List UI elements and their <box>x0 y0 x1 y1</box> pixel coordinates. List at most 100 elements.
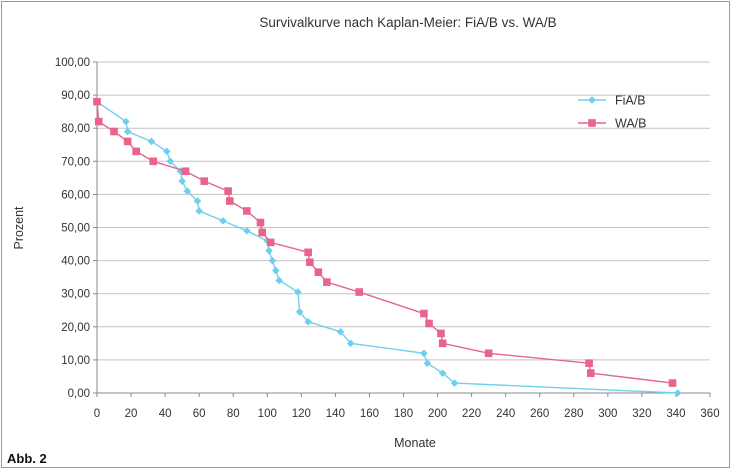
data-point-fia-b <box>304 318 312 326</box>
data-point-fia-b <box>122 117 130 126</box>
y-tick-label: 70,00 <box>61 156 90 168</box>
x-tick-label: 100 <box>258 408 277 420</box>
data-point-fia-b <box>268 256 277 265</box>
x-tick-label: 180 <box>394 408 413 420</box>
data-point-fia-b <box>420 349 428 358</box>
data-point-fia-b <box>243 227 251 235</box>
data-point-fia-b <box>193 197 202 205</box>
data-point-fia-b <box>195 207 203 215</box>
data-point-fia-b <box>438 369 447 377</box>
x-tick-label: 240 <box>496 408 515 420</box>
y-tick-label: 50,00 <box>61 223 90 235</box>
y-tick-label: 100,00 <box>55 57 90 69</box>
data-point-fia-b <box>346 339 355 348</box>
x-tick-label: 220 <box>462 408 481 420</box>
data-point-wa-b <box>304 248 312 257</box>
data-point-fia-b <box>183 187 192 195</box>
data-point-wa-b <box>587 369 595 377</box>
series-line-wa-b <box>96 101 673 384</box>
series-wa-b <box>93 97 677 387</box>
y-tick-label: 40,00 <box>61 256 90 268</box>
y-tick-label: 10,00 <box>61 355 90 367</box>
data-point-fia-b <box>265 246 273 255</box>
data-point-fia-b <box>219 217 227 225</box>
data-point-wa-b <box>132 147 140 156</box>
data-point-fia-b <box>166 157 175 166</box>
data-point-wa-b <box>425 319 433 328</box>
data-point-wa-b <box>355 288 364 296</box>
data-point-fia-b <box>673 389 682 397</box>
data-point-wa-b <box>314 268 323 276</box>
data-point-fia-b <box>271 266 280 275</box>
y-tick-label: 80,00 <box>61 123 90 135</box>
x-tick-label: 300 <box>598 408 617 420</box>
data-point-wa-b <box>585 359 593 368</box>
legend-label: WA/B <box>615 117 646 131</box>
chart-title: Survivalkurve nach Kaplan-Meier: FiA/B v… <box>259 15 556 30</box>
y-tick-label: 20,00 <box>61 322 90 334</box>
x-tick-label: 0 <box>94 408 100 420</box>
data-point-fia-b <box>294 288 302 296</box>
data-point-fia-b <box>178 177 186 185</box>
data-point-wa-b <box>226 197 234 205</box>
data-point-wa-b <box>437 329 445 338</box>
data-point-fia-b <box>450 379 459 387</box>
x-tick-label: 340 <box>666 408 685 420</box>
y-tick-label: 0,00 <box>68 388 90 400</box>
series-line-fia-b <box>96 101 678 394</box>
series-fia-b <box>93 97 682 397</box>
x-tick-label: 20 <box>125 408 138 420</box>
data-point-wa-b <box>243 207 251 215</box>
data-point-fia-b <box>123 127 132 136</box>
series-layer <box>93 97 682 397</box>
x-tick-label: 360 <box>700 408 719 420</box>
data-point-fia-b <box>295 308 304 316</box>
y-axis-ticks: 0,00 10,00 20,00 30,00 40,00 50,00 60,00 70,00 8… <box>55 57 97 400</box>
data-point-wa-b <box>438 339 447 348</box>
data-point-fia-b <box>176 167 185 176</box>
data-point-fia-b <box>163 147 171 156</box>
data-point-wa-b <box>110 127 118 136</box>
y-tick-label: 60,00 <box>61 189 90 201</box>
x-tick-label: 200 <box>428 408 447 420</box>
data-point-fia-b <box>147 137 156 146</box>
data-point-wa-b <box>323 278 331 286</box>
data-point-wa-b <box>93 97 101 106</box>
data-point-wa-b <box>668 379 677 387</box>
figure-label: Abb. 2 <box>7 451 47 466</box>
legend-marker <box>588 119 596 127</box>
data-point-wa-b <box>123 137 132 146</box>
legend-label: FiA/B <box>615 94 646 108</box>
data-point-wa-b <box>94 117 103 126</box>
data-point-wa-b <box>484 349 493 358</box>
y-axis-label: Prozent <box>12 206 26 250</box>
x-tick-label: 140 <box>326 408 345 420</box>
data-point-fia-b <box>275 276 283 285</box>
x-tick-label: 60 <box>193 408 206 420</box>
data-point-fia-b <box>423 359 432 368</box>
legend-item-fia-b: FiA/B <box>578 94 646 108</box>
x-tick-label: 280 <box>564 408 583 420</box>
x-tick-label: 120 <box>292 408 311 420</box>
data-point-wa-b <box>256 218 265 227</box>
data-point-wa-b <box>306 258 314 267</box>
data-point-wa-b <box>420 309 428 318</box>
legend-item-wa-b: WA/B <box>578 117 646 131</box>
data-point-wa-b <box>149 157 157 166</box>
legend-marker <box>588 96 596 104</box>
x-axis-ticks: 0 20 40 60 80 100 120 140 160 180 200 220 240 260 280 3… <box>94 393 720 420</box>
legend: FiA/B WA/B <box>578 94 646 131</box>
x-tick-label: 260 <box>530 408 549 420</box>
data-point-wa-b <box>258 228 266 237</box>
x-axis-label: Monate <box>394 436 436 450</box>
x-tick-label: 160 <box>360 408 379 420</box>
data-point-wa-b <box>224 187 232 195</box>
grid-lines <box>97 61 710 361</box>
data-point-wa-b <box>266 238 275 247</box>
data-point-fia-b <box>336 327 345 336</box>
y-tick-label: 30,00 <box>61 289 90 301</box>
x-tick-label: 40 <box>159 408 172 420</box>
data-point-wa-b <box>181 167 190 176</box>
y-tick-label: 90,00 <box>61 90 90 102</box>
